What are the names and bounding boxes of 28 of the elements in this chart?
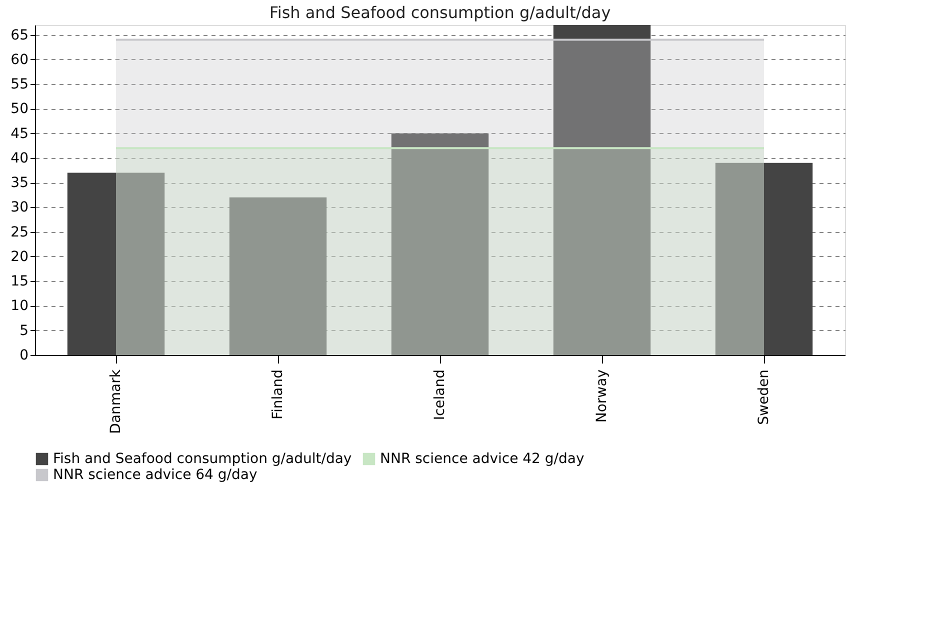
y-tick-label: 15 xyxy=(10,274,28,290)
bar xyxy=(715,162,813,355)
x-tick-label: Iceland xyxy=(432,370,448,420)
bar xyxy=(229,197,327,355)
y-tick-label: 50 xyxy=(10,101,28,118)
y-tick-label: 20 xyxy=(10,248,28,265)
y-tick-label: 45 xyxy=(10,126,28,142)
x-tick-label: Sweden xyxy=(756,370,772,425)
y-tick-label: 65 xyxy=(10,27,28,44)
y-tick-label: 10 xyxy=(10,298,28,314)
bar xyxy=(553,25,651,355)
x-tick-label: Finland xyxy=(270,370,286,420)
legend-label: NNR science advice 42 g/day xyxy=(380,451,584,467)
y-tick-label: 35 xyxy=(10,175,28,192)
y-tick-label: 5 xyxy=(20,322,28,339)
y-tick-label: 25 xyxy=(10,224,28,240)
bar xyxy=(67,172,165,355)
y-tick-label: 0 xyxy=(20,348,28,364)
legend-label: Fish and Seafood consumption g/adult/day xyxy=(53,451,352,467)
y-tick-label: 60 xyxy=(10,52,28,68)
bar xyxy=(391,133,489,355)
x-tick-label: Norway xyxy=(594,370,610,423)
y-tick-label: 30 xyxy=(10,200,28,216)
legend-label: NNR science advice 64 g/day xyxy=(53,467,258,483)
x-tick-label: Danmark xyxy=(108,368,124,434)
y-tick-label: 55 xyxy=(10,76,28,93)
chart-title: Fish and Seafood consumption g/adult/day xyxy=(269,3,611,22)
y-tick-label: 40 xyxy=(10,150,28,166)
